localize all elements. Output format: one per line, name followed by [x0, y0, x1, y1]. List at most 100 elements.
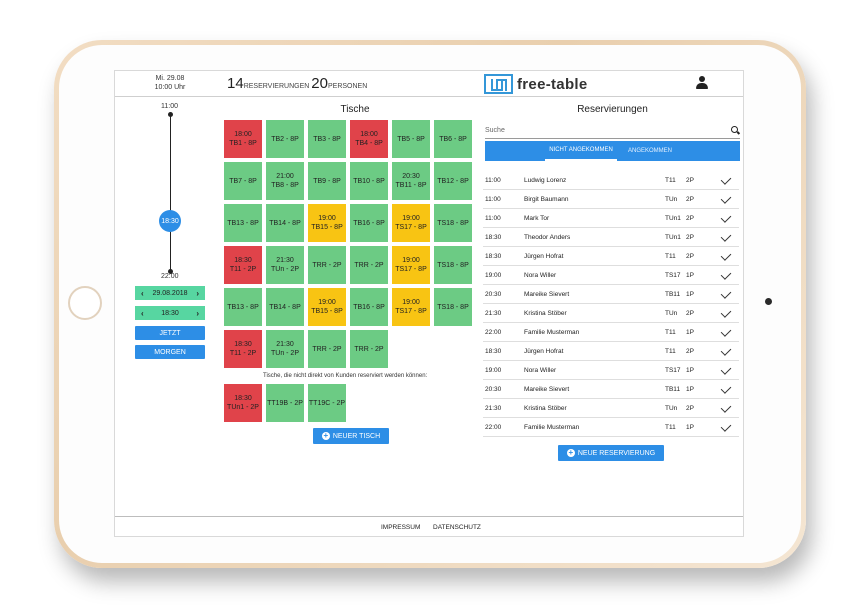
table-tile[interactable]: TRR - 2P [349, 329, 389, 369]
check-icon[interactable] [720, 383, 732, 394]
reservation-time: 22:00 [485, 329, 502, 336]
table-label: T11 - 2P [229, 266, 257, 273]
special-table-tile[interactable]: 18:30 TUn1 - 2P [223, 383, 263, 423]
datenschutz-link[interactable]: DATENSCHUTZ [433, 524, 481, 531]
date-prev-icon[interactable]: ‹ [141, 288, 144, 298]
table-tile[interactable]: TB5 - 8P [391, 119, 431, 159]
check-icon[interactable] [720, 250, 732, 261]
search-input[interactable]: Suche [485, 124, 740, 139]
tomorrow-button[interactable]: MORGEN [135, 345, 205, 359]
reservation-persons: 2P [686, 177, 694, 184]
time-prev-icon[interactable]: ‹ [141, 308, 144, 318]
check-icon[interactable] [720, 212, 732, 223]
table-tile[interactable]: 19:00 TS17 - 8P [391, 245, 431, 285]
timeline-track[interactable] [170, 113, 171, 273]
reservation-row[interactable]: 20:30 Mareike Sievert TB11 1P [483, 285, 739, 304]
table-tile[interactable]: TB16 - 8P [349, 203, 389, 243]
reservation-row[interactable]: 20:30 Mareike Sievert TB11 1P [483, 380, 739, 399]
table-tile[interactable]: 18:30 T11 - 2P [223, 245, 263, 285]
check-icon[interactable] [720, 174, 732, 185]
table-tile[interactable]: TRR - 2P [307, 329, 347, 369]
user-icon[interactable] [695, 76, 709, 90]
reservations-label: RESERVIERUNGEN [243, 83, 310, 90]
check-icon[interactable] [720, 326, 732, 337]
reservation-row[interactable]: 18:30 Jürgen Hofrat T11 2P [483, 342, 739, 361]
reservation-row[interactable]: 21:30 Kristina Stöber TUn 2P [483, 304, 739, 323]
table-tile[interactable]: 18:00 TB4 - 8P [349, 119, 389, 159]
new-table-button[interactable]: + NEUER TISCH [313, 428, 389, 444]
check-icon[interactable] [720, 288, 732, 299]
table-tile[interactable]: 20:30 TB11 - 8P [391, 161, 431, 201]
date-next-icon[interactable]: › [196, 288, 199, 298]
table-tile[interactable]: TB10 - 8P [349, 161, 389, 201]
table-tile[interactable]: TB16 - 8P [349, 287, 389, 327]
table-tile[interactable]: 19:00 TS17 - 8P [391, 203, 431, 243]
table-tile[interactable]: TB2 - 8P [265, 119, 305, 159]
table-tile[interactable]: TB3 - 8P [307, 119, 347, 159]
table-tile[interactable]: TRR - 2P [349, 245, 389, 285]
reservation-row[interactable]: 11:00 Mark Tor TUn1 2P [483, 209, 739, 228]
tab-arrived[interactable]: ANGEKOMMEN [627, 148, 672, 154]
table-tile[interactable]: TB12 - 8P [433, 161, 473, 201]
table-time: 18:30 [234, 341, 252, 348]
reservation-row[interactable]: 19:00 Nora Willer TS17 1P [483, 266, 739, 285]
table-tile[interactable]: TS18 - 8P [433, 203, 473, 243]
check-icon[interactable] [720, 421, 732, 432]
reservation-name: Mareike Sievert [524, 291, 570, 298]
table-tile[interactable]: 18:00 TB1 - 8P [223, 119, 263, 159]
table-tile[interactable]: TB9 - 8P [307, 161, 347, 201]
timeline-handle[interactable]: 18:30 [159, 210, 181, 232]
table-tile[interactable]: 21:30 TUn - 2P [265, 245, 305, 285]
time-next-icon[interactable]: › [196, 308, 199, 318]
reservation-row[interactable]: 18:30 Jürgen Hofrat T11 2P [483, 247, 739, 266]
check-icon[interactable] [720, 269, 732, 280]
table-label: TS18 - 8P [437, 261, 469, 269]
reservation-row[interactable]: 22:00 Familie Musterman T11 1P [483, 323, 739, 342]
table-tile[interactable]: TRR - 2P [307, 245, 347, 285]
table-tile[interactable]: TB14 - 8P [265, 203, 305, 243]
reservation-time: 11:00 [485, 177, 501, 184]
table-tile[interactable]: 19:00 TS17 - 8P [391, 287, 431, 327]
table-label: TRR - 2P [354, 345, 384, 353]
table-tile[interactable]: TB14 - 8P [265, 287, 305, 327]
new-reservation-button[interactable]: + NEUE RESERVIERUNG [558, 445, 664, 461]
reservation-row[interactable]: 11:00 Ludwig Lorenz T11 2P [483, 171, 739, 190]
special-table-tile[interactable]: TT19C - 2P [307, 383, 347, 423]
tables-title: Tische [340, 104, 370, 115]
table-tile[interactable]: TB13 - 8P [223, 287, 263, 327]
reservation-row[interactable]: 18:30 Theodor Anders TUn1 2P [483, 228, 739, 247]
check-icon[interactable] [720, 402, 732, 413]
table-tile[interactable]: 18:30 T11 - 2P [223, 329, 263, 369]
table-tile[interactable]: 21:00 TB8 - 8P [265, 161, 305, 201]
search-icon[interactable] [731, 126, 738, 133]
check-icon[interactable] [720, 364, 732, 375]
reservation-row[interactable]: 22:00 Familie Musterman T11 1P [483, 418, 739, 437]
reservation-name: Ludwig Lorenz [524, 177, 567, 184]
table-tile[interactable]: 21:30 TUn - 2P [265, 329, 305, 369]
table-tile[interactable]: TB7 - 8P [223, 161, 263, 201]
table-tile[interactable]: TB6 - 8P [433, 119, 473, 159]
table-time: 21:30 [276, 341, 294, 348]
reservation-name: Mark Tor [524, 215, 550, 222]
table-tile[interactable]: 19:00 TB15 - 8P [307, 287, 347, 327]
tab-not-arrived[interactable]: NICHT ANGEKOMMEN [545, 141, 617, 161]
reservation-persons: 2P [686, 405, 694, 412]
check-icon[interactable] [720, 193, 732, 204]
reservation-row[interactable]: 21:30 Kristina Stöber TUn 2P [483, 399, 739, 418]
reservation-persons: 1P [686, 424, 694, 431]
table-tile[interactable]: TS18 - 8P [433, 287, 473, 327]
table-time: 18:30 [234, 257, 252, 264]
impressum-link[interactable]: IMPRESSUM [381, 524, 421, 531]
table-tile[interactable]: 19:00 TB15 - 8P [307, 203, 347, 243]
check-icon[interactable] [720, 231, 732, 242]
table-label: TUn - 2P [270, 350, 299, 357]
special-table-tile[interactable]: TT19B - 2P [265, 383, 305, 423]
check-icon[interactable] [720, 307, 732, 318]
reservation-row[interactable]: 19:00 Nora Willer TS17 1P [483, 361, 739, 380]
now-button[interactable]: JETZT [135, 326, 205, 340]
table-tile[interactable]: TS18 - 8P [433, 245, 473, 285]
reservation-row[interactable]: 11:00 Birgit Baumann TUn 2P [483, 190, 739, 209]
reservation-time: 18:30 [485, 348, 502, 355]
check-icon[interactable] [720, 345, 732, 356]
table-tile[interactable]: TB13 - 8P [223, 203, 263, 243]
